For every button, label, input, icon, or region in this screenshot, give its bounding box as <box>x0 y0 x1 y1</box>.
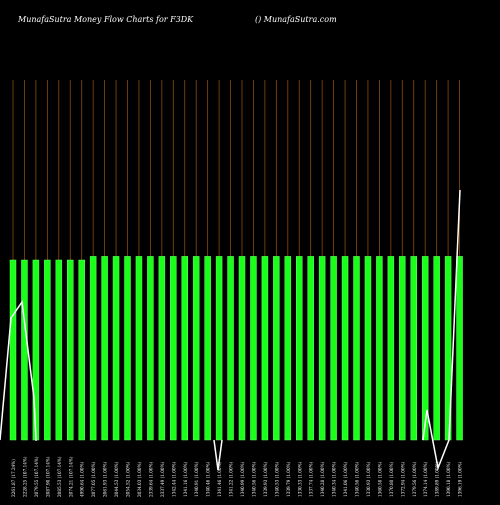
x-tick-label: 2337.49 (1.00%) <box>160 461 165 497</box>
bar <box>410 256 417 441</box>
bar <box>330 256 337 441</box>
x-tick-label: 2077.05 (1.00%) <box>91 461 96 497</box>
bar <box>376 256 383 441</box>
x-tick-label: 2054.52 (1.00%) <box>126 461 131 497</box>
x-tick-label: 1339.93 (1.00%) <box>263 461 268 497</box>
x-tick-label: 1339.79 (1.00%) <box>286 461 291 497</box>
money-flow-spike <box>213 439 223 471</box>
x-tick-label: 1340.91 (1.00%) <box>194 461 199 497</box>
bar <box>170 256 177 441</box>
money-flow-end-spike <box>422 189 461 471</box>
bar <box>387 256 395 441</box>
x-tick-label: 1340.53 (1.00%) <box>274 461 279 497</box>
x-tick-label: 2074.21 (107.14%) <box>68 456 73 497</box>
bar <box>364 256 372 441</box>
bar <box>261 256 269 441</box>
x-tick-label: 1390.18 (1.00%) <box>446 461 451 497</box>
chart-title: MunafaSutra Money Flow Charts for F3DK <box>18 15 194 24</box>
x-tick-label: 1374.14 (1.00%) <box>423 461 428 497</box>
bar <box>112 256 120 441</box>
x-tick-label: 1340.99 (1.00%) <box>240 461 245 497</box>
x-tick-label: 1340.56 (1.00%) <box>355 461 360 497</box>
bar <box>32 259 40 441</box>
x-tick-label: 2079.55 (107.14%) <box>34 456 39 497</box>
bar <box>192 256 200 441</box>
bar <box>44 259 51 441</box>
bar <box>456 256 463 441</box>
bar <box>21 259 28 441</box>
x-tick-label: 2087.90 (107.14%) <box>45 456 50 497</box>
bar <box>341 256 349 441</box>
bar <box>238 256 246 441</box>
bar <box>353 256 360 441</box>
bar <box>399 256 406 441</box>
bar <box>215 256 223 441</box>
bar <box>124 256 131 441</box>
bar <box>296 256 303 441</box>
bars <box>9 256 463 441</box>
x-tick-label: 1341.16 (1.00%) <box>183 461 188 497</box>
x-tick-label: 1341.46 (1.00%) <box>217 461 222 497</box>
bar <box>181 256 188 441</box>
bar <box>9 259 17 441</box>
watermark: () MunafaSutra.com <box>255 15 337 24</box>
x-tick-label: 2061.93 (1.00%) <box>103 461 108 497</box>
x-tick-label: 1341.22 (1.00%) <box>229 461 234 497</box>
bar <box>307 256 314 441</box>
money-flow-line-segment <box>0 299 37 441</box>
x-tick-label: 1360.58 (1.00%) <box>377 461 382 497</box>
x-tick-label: 2034.03 (1.00%) <box>137 461 142 497</box>
x-tick-label: 4990.64 (1.00%) <box>80 461 85 497</box>
bar <box>444 256 452 441</box>
x-tick-label: 2339.64 (1.00%) <box>148 461 153 497</box>
x-tick-label: 2044.53 (1.00%) <box>114 461 119 497</box>
bar <box>250 256 257 441</box>
bar <box>158 256 166 441</box>
x-tick-label: 1389.89 (1.00%) <box>435 461 440 497</box>
bar <box>147 256 154 441</box>
bar <box>135 256 143 441</box>
bar <box>78 259 85 441</box>
x-tick-label: 1340.28 (1.00%) <box>320 461 325 497</box>
x-tick-label: 1330.93 (1.00%) <box>366 461 371 497</box>
x-tick-label: 2085.53 (107.14%) <box>57 456 62 497</box>
bar <box>284 256 292 441</box>
bar <box>318 256 326 441</box>
x-tick-label: 2228.25 (107.14%) <box>22 456 27 497</box>
bar <box>421 256 429 441</box>
x-tick-label: 1337.74 (1.00%) <box>309 461 314 497</box>
x-tick-label: 1370.80 (1.00%) <box>389 461 394 497</box>
money-flow-line <box>0 189 461 471</box>
bar <box>55 259 63 441</box>
x-tick-label: 1372.94 (1.00%) <box>400 461 405 497</box>
bar <box>67 259 74 441</box>
x-tick-label: 1379.56 (1.00%) <box>412 461 417 497</box>
bar <box>204 256 211 441</box>
x-tick-label: 1342.44 (1.00%) <box>171 461 176 497</box>
bar <box>433 256 440 441</box>
bar <box>273 256 280 441</box>
bar <box>227 256 234 441</box>
bar <box>89 256 97 441</box>
bar <box>101 256 108 441</box>
x-tick-label: 1340.34 (1.00%) <box>332 461 337 497</box>
tick-labels: 2261.87 (17.24%) 2228.25 (107.14%) 2079.55… <box>11 456 463 497</box>
x-tick-label: 2261.87 (17.24%) <box>11 459 16 497</box>
x-tick-label: 1396.19 (1.00%) <box>458 461 463 497</box>
x-tick-label: 1340.56 (1.00%) <box>251 461 256 497</box>
x-tick-label: 1340.46 (1.00%) <box>206 461 211 497</box>
x-tick-label: 1330.33 (1.00%) <box>297 461 302 497</box>
x-tick-label: 1341.06 (1.00%) <box>343 461 348 497</box>
